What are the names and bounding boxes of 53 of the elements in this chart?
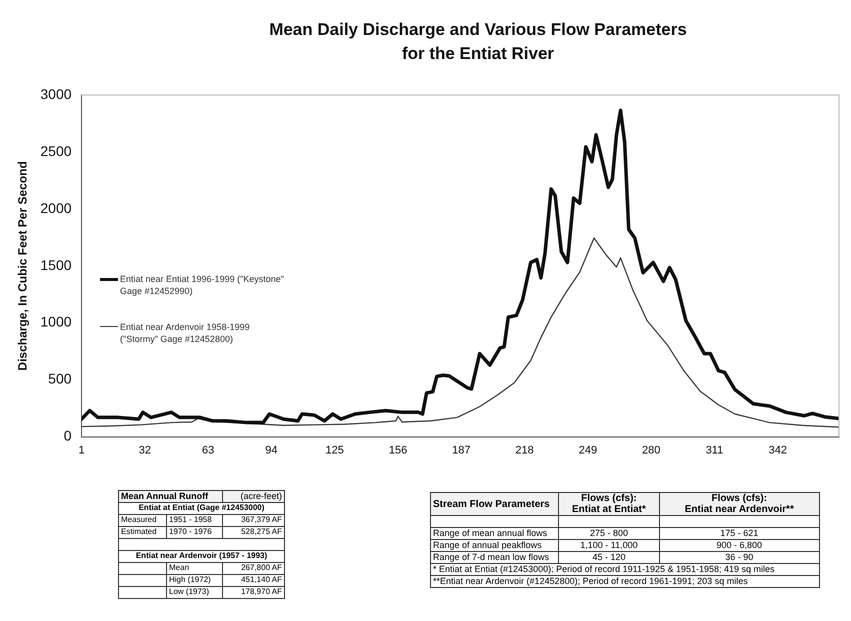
text: 528,275 AF [222,526,285,538]
x-tick-label: 342 [768,444,787,456]
text: Range of annual peakflows [430,540,559,552]
y-tick-label: 3000 [40,86,72,102]
text: * Entiat at Entiat (#12453000); Period of record 1911-1925 & 1951-1958; 419 sq miles [430,564,820,576]
y-tick-label: 1500 [40,256,72,273]
x-tick-label: 63 [202,444,214,456]
text: Low (1973) [166,586,223,598]
x-tick-label: 32 [138,444,151,456]
chart-title: Mean Daily Discharge and Various Flow Parameters for the Entiat River [268,19,688,65]
text: 178,970 AF [222,586,285,598]
text: 900 - 6,800 [659,540,820,552]
text: 1970 - 1976 [166,526,223,538]
x-tick-label: 280 [642,444,660,456]
x-tick-label: 218 [515,444,534,456]
x-tick-label: 1 [78,444,85,456]
text: 45 - 120 [558,552,660,564]
text: Entiat at Entiat (Gage #12453000) [118,502,285,514]
text: 267,800 AF [222,562,285,574]
x-tick-label: 249 [578,444,598,456]
x-tick-label: 94 [265,444,278,456]
text: Mean Annual Runoff [118,490,223,502]
y-tick-label: 1000 [40,314,72,330]
x-tick-label: 187 [452,444,470,456]
text: 36 - 90 [659,552,820,564]
x-tick-label: 311 [706,444,724,456]
x-tick-label: 156 [388,444,408,456]
legend-label: Entiat near Ardenvoir 1958-1999 ("Stormy" Gage #12452800) [120,321,251,345]
text: 1951 - 1958 [166,514,223,526]
text: Range of mean annual flows [430,528,559,540]
text: Range of 7-d mean low flows [430,552,559,564]
text: High (1972) [166,574,223,586]
text: (acre-feet) [222,490,285,502]
legend-label: Entiat near Entiat 1996-1999 ("Keystone" Gage #12452990) [120,273,285,297]
y-axis-title: Discharge, In Cubic Feet Per Second [16,161,30,371]
text: 451,140 AF [222,574,285,586]
text: Flows (cfs): Entiat near Ardenvoir** [659,492,820,516]
text: 275 - 800 [558,528,660,540]
text: Estimated [118,526,166,538]
text: 175 - 621 [659,528,820,540]
text: Mean [166,562,223,574]
text: **Entiat near Ardenvoir (#12452800); Period of record 1961-1991; 203 sq miles [430,576,820,588]
y-tick-label: 0 [64,428,72,444]
text: Measured [118,514,166,526]
text: 1,100 - 11,000 [558,540,660,552]
y-tick-label: 500 [48,370,72,387]
y-tick-label: 2000 [40,200,72,216]
y-tick-label: 2500 [40,142,72,159]
text: Flows (cfs): Entiat at Entiat* [558,492,660,516]
text: Entiat near Ardenvoir (1957 - 1993) [118,550,285,562]
text: 367,379 AF [222,514,285,526]
x-tick-label: 125 [326,444,344,456]
text: Stream Flow Parameters [430,492,559,516]
